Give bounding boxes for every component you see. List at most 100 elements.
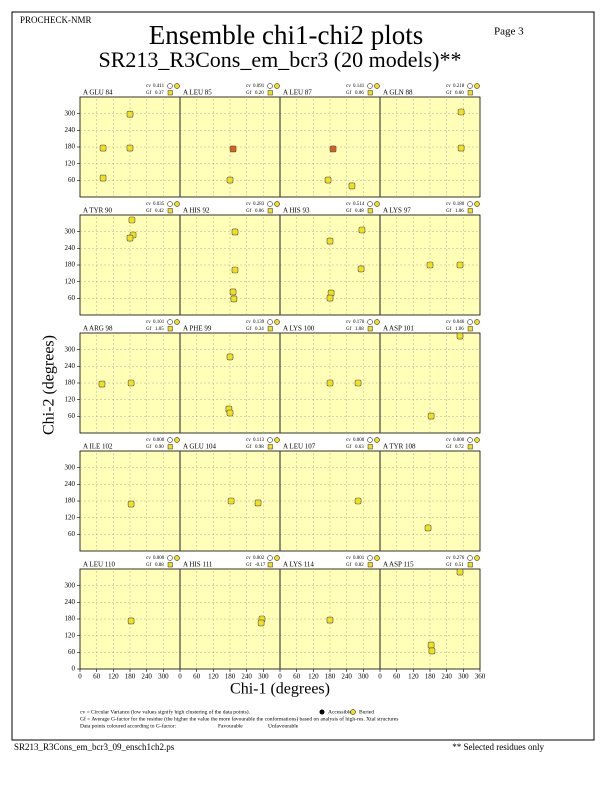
residue-label: A ILE 102 [83, 443, 113, 451]
y-tick-label: 120 [65, 513, 76, 521]
x-axis-label: Chi-1 (degrees) [230, 681, 330, 698]
gf-label: Gf [246, 445, 252, 450]
accessibility-icon [367, 201, 373, 207]
x-tick-label: 180 [125, 673, 136, 681]
data-point [428, 647, 436, 655]
footer-note: ** Selected residues only [452, 742, 544, 752]
y-tick-label: 180 [65, 261, 76, 269]
gf-box [367, 90, 373, 96]
data-point [226, 409, 234, 417]
cv-value: 0.000 [353, 438, 365, 443]
gf-value: 0.37 [155, 91, 164, 96]
legend-colour-note: Data points coloured according to G-fact… [80, 722, 177, 729]
y-tick-label: 60 [68, 412, 76, 420]
gf-box [367, 326, 373, 332]
gf-value: 0.06 [355, 91, 364, 96]
burial-icon [474, 437, 480, 443]
residue-label: A PHE 99 [183, 325, 212, 333]
cv-label: cv [246, 556, 251, 561]
residue-label: A LEU 110 [83, 561, 116, 569]
y-tick-label: 60 [68, 176, 76, 184]
residue-label: A LEU 85 [183, 89, 212, 97]
gf-box [367, 444, 373, 450]
gf-value: 0.06 [255, 209, 264, 214]
data-point [457, 144, 465, 152]
accessibility-icon [267, 201, 273, 207]
burial-icon [374, 319, 380, 325]
gf-value: 0.90 [155, 445, 164, 450]
cv-value: 0.002 [253, 556, 265, 561]
residue-label: A LEU 87 [283, 89, 312, 97]
cv-value: 0.170 [353, 320, 365, 325]
burial-icon [274, 319, 280, 325]
data-point [127, 500, 135, 508]
data-point [326, 237, 334, 245]
data-point [126, 144, 134, 152]
accessibility-icon [267, 319, 273, 325]
residue-label: A GLU 104 [183, 443, 217, 451]
x-tick-label: 60 [393, 673, 401, 681]
gf-value: 1.08 [355, 327, 364, 332]
cv-label: cv [446, 556, 451, 561]
cv-label: cv [246, 202, 251, 207]
burial-icon [374, 555, 380, 561]
gf-label: Gf [346, 209, 352, 214]
residue-label: A GLU 84 [83, 89, 113, 97]
cv-label: cv [146, 202, 151, 207]
accessible-icon [319, 709, 325, 715]
data-point [229, 145, 237, 153]
y-tick-label: 0 [72, 665, 76, 673]
gf-label: Gf [146, 91, 152, 96]
data-point [354, 379, 362, 387]
x-tick-label: 360 [475, 673, 486, 681]
y-tick-label: 180 [65, 143, 76, 151]
data-point [254, 499, 262, 507]
data-point [128, 216, 136, 224]
gf-label: Gf [246, 209, 252, 214]
gf-box [267, 562, 273, 568]
data-point [348, 182, 356, 190]
burial-icon [474, 201, 480, 207]
gf-value: 0.63 [355, 445, 364, 450]
burial-icon [474, 555, 480, 561]
y-tick-label: 240 [65, 126, 76, 134]
burial-icon [274, 437, 280, 443]
data-point [230, 295, 238, 303]
accessibility-icon [167, 83, 173, 89]
y-tick-label: 120 [65, 395, 76, 403]
gf-label: Gf [146, 563, 152, 568]
accessibility-icon [467, 437, 473, 443]
gf-value: -0.17 [255, 563, 266, 568]
residue-label: A ASP 115 [383, 561, 414, 569]
residue-label: A ARG 98 [83, 325, 113, 333]
burial-icon [374, 437, 380, 443]
legend-cv-note: cv = Circular Variance (low values signi… [80, 708, 251, 715]
data-point [357, 265, 365, 273]
cv-value: 0.141 [353, 84, 365, 89]
cv-label: cv [246, 320, 251, 325]
gf-box [167, 208, 173, 214]
x-tick-label: 240 [241, 673, 252, 681]
data-point [326, 616, 334, 624]
data-point [456, 332, 464, 340]
y-tick-label: 120 [65, 631, 76, 639]
accessibility-icon [467, 319, 473, 325]
y-tick-label: 300 [65, 581, 76, 589]
cv-value: 0.139 [253, 320, 265, 325]
cv-value: 0.283 [253, 202, 265, 207]
x-tick-label: 120 [208, 673, 219, 681]
y-tick-label: 300 [65, 227, 76, 235]
gf-value: 1.06 [455, 327, 464, 332]
data-point [424, 524, 432, 532]
cv-label: cv [446, 320, 451, 325]
data-point [99, 174, 107, 182]
gf-value: 0.51 [455, 563, 464, 568]
residue-label: A ASP 101 [383, 325, 414, 333]
gf-box [167, 90, 173, 96]
legend-buried: Buried [359, 709, 374, 715]
cv-value: 0.101 [153, 320, 165, 325]
y-tick-label: 60 [68, 530, 76, 538]
data-point [226, 176, 234, 184]
accessibility-icon [467, 83, 473, 89]
